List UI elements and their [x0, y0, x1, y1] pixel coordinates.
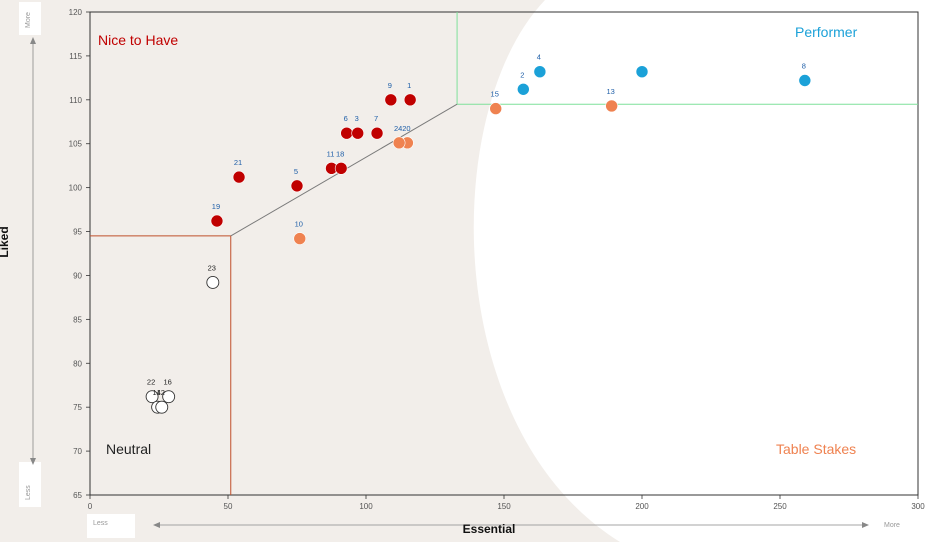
y-axis-arrow-head-bottom — [30, 458, 36, 465]
data-point-12 — [155, 400, 169, 414]
y-axis-arrow-head-top — [30, 37, 36, 44]
y-tick-label: 90 — [73, 271, 82, 280]
y-tick-label: 75 — [73, 403, 82, 412]
y-tick-label: 120 — [69, 8, 83, 17]
x-tick-label: 150 — [497, 502, 511, 511]
y-tick-label: 80 — [73, 359, 82, 368]
y-axis-more-box — [19, 2, 41, 35]
data-point-16 — [162, 390, 176, 404]
y-axis-title: Liked — [0, 226, 11, 257]
point-label-3: 3 — [355, 114, 359, 123]
y-axis-less-box — [19, 462, 41, 507]
x-axis-arrow-head-left — [153, 522, 160, 528]
x-tick-label: 300 — [911, 502, 925, 511]
x-axis-arrow-head-right — [862, 522, 869, 528]
data-point-7 — [370, 126, 384, 140]
data-point-9 — [384, 93, 398, 107]
y-tick-label: 95 — [73, 228, 82, 237]
y-tick-label: 105 — [69, 140, 83, 149]
x-axis-more-tag: More — [884, 522, 900, 529]
axis-ticks: 0 50 100 150 200 250 3006570758085909510010511… — [69, 8, 926, 511]
y-tick-label: 65 — [73, 491, 82, 500]
data-point-8 — [798, 74, 812, 87]
y-tick-label: 100 — [69, 184, 83, 193]
x-tick-label: 200 — [635, 502, 649, 511]
quadrant-label-table-stakes: Table Stakes — [776, 441, 856, 457]
point-label-2: 2 — [520, 70, 524, 79]
data-point-unlabeled — [635, 65, 649, 79]
point-label-8: 8 — [802, 61, 806, 70]
point-label-16: 16 — [163, 378, 171, 387]
point-label-23: 23 — [208, 263, 216, 272]
point-label-19: 19 — [212, 202, 220, 211]
data-point-23 — [206, 276, 220, 289]
point-label-18: 18 — [336, 149, 344, 158]
data-point-3 — [351, 126, 365, 140]
point-label-20: 20 — [402, 124, 410, 133]
x-tick-label: 0 — [88, 502, 93, 511]
y-axis-more-tag: More — [25, 12, 32, 28]
x-tick-label: 50 — [224, 502, 233, 511]
x-axis-title: Essential — [463, 522, 516, 536]
data-point-21 — [232, 170, 246, 184]
quadrant-label-performer: Performer — [795, 24, 858, 40]
point-label-21: 21 — [234, 158, 242, 167]
data-point-5 — [290, 179, 304, 193]
point-label-12: 12 — [157, 388, 165, 397]
y-axis-less-tag: Less — [25, 485, 32, 500]
data-point-15 — [489, 102, 503, 115]
data-point-4 — [533, 65, 547, 79]
data-point-2 — [517, 82, 530, 96]
data-point-19 — [210, 214, 224, 228]
point-label-5: 5 — [294, 167, 298, 176]
x-axis-less-tag: Less — [93, 520, 108, 527]
point-label-14: 14 — [152, 388, 160, 397]
point-label-1: 1 — [407, 81, 411, 90]
point-label-13: 13 — [606, 87, 614, 96]
data-point-18 — [334, 162, 348, 175]
data-point-22 — [145, 390, 159, 404]
data-point-13 — [605, 99, 618, 113]
x-axis-less-box — [87, 514, 135, 538]
y-tick-label: 110 — [69, 96, 82, 105]
data-point-1 — [403, 93, 417, 107]
point-label-4: 4 — [537, 53, 541, 62]
data-point-6 — [340, 126, 353, 140]
x-tick-label: 100 — [359, 502, 373, 511]
point-label-10: 10 — [295, 220, 303, 229]
y-tick-label: 115 — [69, 52, 82, 61]
y-tick-label: 70 — [73, 447, 82, 456]
quadrant-label-neutral: Neutral — [106, 441, 151, 457]
y-tick-label: 85 — [73, 315, 82, 324]
data-point-10 — [293, 232, 307, 245]
point-label-15: 15 — [491, 90, 499, 99]
point-label-7: 7 — [374, 114, 378, 123]
point-label-6: 6 — [344, 114, 348, 123]
background-white-shape — [473, 0, 936, 542]
x-tick-label: 250 — [773, 502, 787, 511]
data-point-24 — [392, 136, 406, 150]
quadrant-label-nice-to-have: Nice to Have — [98, 32, 178, 48]
point-label-24: 24 — [394, 124, 402, 133]
point-label-11: 11 — [327, 149, 335, 158]
point-label-9: 9 — [388, 81, 392, 90]
point-label-22: 22 — [147, 378, 155, 387]
